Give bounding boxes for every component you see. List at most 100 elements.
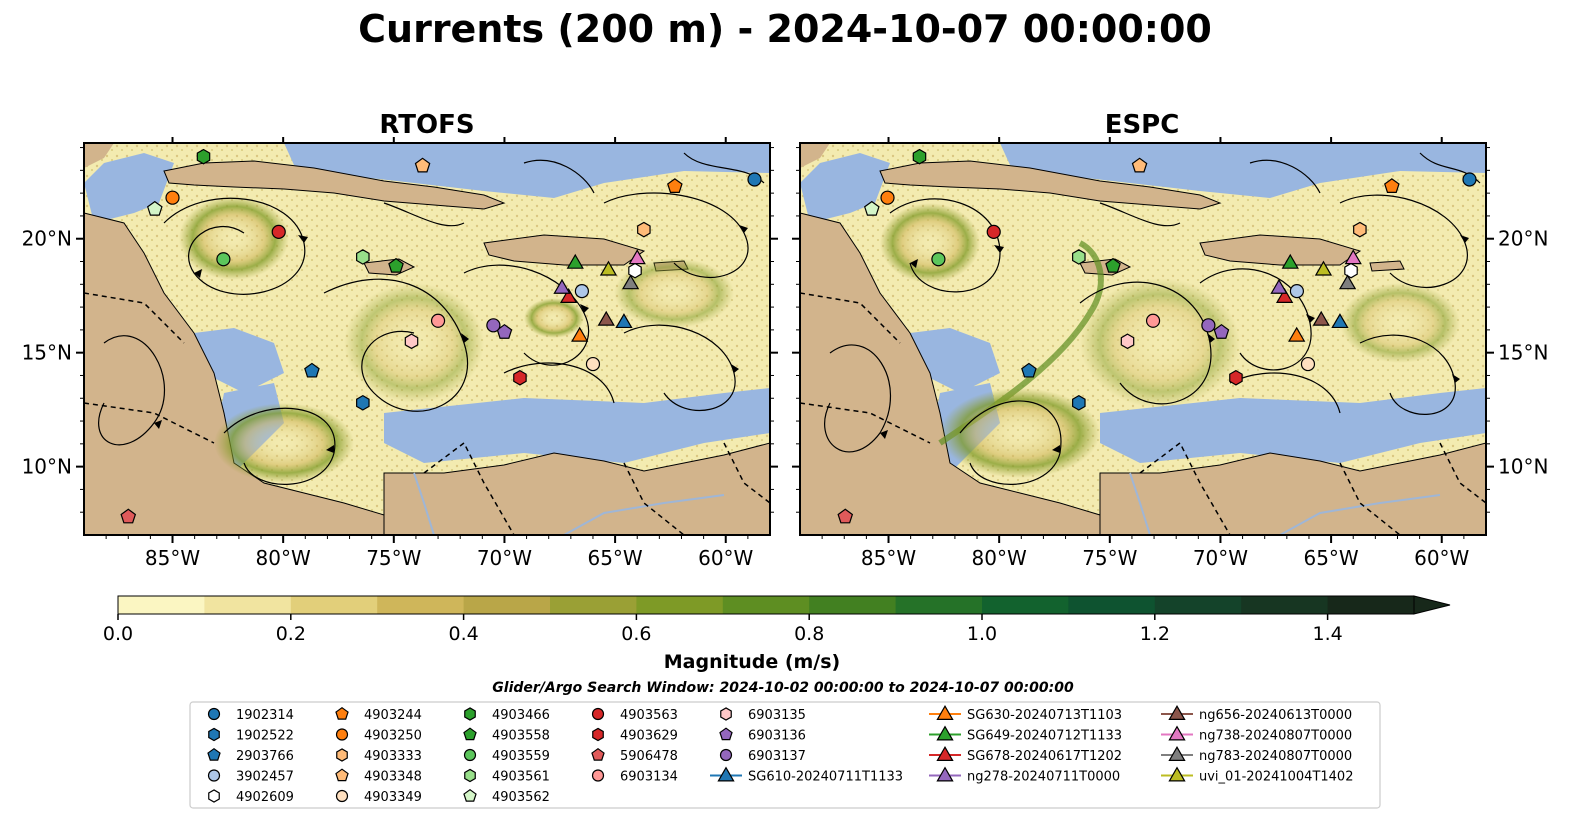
legend-marker (208, 789, 220, 803)
station-marker-ng783-20240807T0000 (1338, 274, 1357, 290)
station-marker-4903348 (1131, 157, 1148, 173)
station-marker-6903136 (1213, 323, 1230, 339)
station-marker-4902609 (1344, 262, 1358, 279)
legend-label: 4903250 (364, 729, 422, 744)
map-layers-espc (800, 143, 1486, 535)
lon-tick-label: 75°W (366, 546, 421, 570)
map-panel-espc: ESPC (792, 110, 1548, 570)
legend-label: SG678-20240617T1202 (967, 749, 1122, 764)
legend-label: 4903348 (364, 770, 422, 785)
station-marker-5906478 (120, 508, 137, 524)
station-marker-uvi_01-20241004T1402 (599, 260, 618, 276)
station-marker-2903766 (1021, 362, 1037, 378)
legend-label: 4903244 (364, 708, 422, 723)
shelf-bahamas (1000, 143, 1486, 198)
station-marker-1902314 (1462, 172, 1477, 187)
colorbar-tick-label: 0.4 (448, 623, 478, 645)
colorbar-segment (550, 596, 637, 614)
legend-marker (1168, 746, 1186, 761)
legend-marker (463, 727, 477, 741)
shelf-bahamas (284, 143, 770, 198)
legend-marker (592, 727, 604, 742)
station-marker-uvi_01-20241004T1402 (1314, 260, 1333, 276)
lon-tick-label: 85°W (861, 546, 916, 570)
station-marker-4902609 (628, 262, 642, 279)
legend-marker (464, 768, 476, 783)
legend-label: 2903766 (236, 749, 294, 764)
lat-tick-label: 10°N (22, 455, 72, 479)
colorbar-segment (377, 596, 465, 614)
legend-marker (1168, 705, 1186, 720)
eddy-colombia (214, 403, 354, 483)
legend-label: SG649-20240712T1133 (967, 729, 1122, 744)
station-marker-1902522 (356, 394, 370, 411)
lon-tick-label: 80°W (256, 546, 311, 570)
map-frame-espc (799, 142, 1487, 536)
legend-marker (591, 747, 605, 761)
land-cuba (879, 160, 1222, 210)
legend-label: ng738-20240807T0000 (1199, 729, 1352, 744)
lat-tick-label: 15°N (22, 341, 72, 365)
station-marker-6903137 (486, 318, 501, 333)
station-marker-ng738-20240807T0000 (1344, 249, 1362, 265)
legend-marker (335, 768, 349, 782)
station-marker-4903466 (912, 148, 927, 165)
border-dashed (84, 292, 770, 535)
station-marker-4903250 (165, 190, 180, 205)
legend-marker (463, 788, 477, 802)
station-marker-ng278-20240711T0000 (1270, 278, 1288, 294)
station-marker-4903349 (1300, 356, 1316, 372)
station-marker-ng783-20240807T0000 (621, 274, 640, 290)
map-panel-rtofs: RTOFS (22, 110, 778, 570)
colorbar-ticks: 0.0 0.2 0.4 0.6 0.8 1.0 1.2 1.4 (103, 614, 1343, 645)
eddy-colombia (940, 388, 1100, 478)
station-marker-4903561 (356, 249, 370, 265)
station-marker-SG630-20240713T1103 (1288, 326, 1306, 342)
legend-label: 6903134 (620, 770, 678, 785)
legend-marker (719, 748, 733, 762)
border-dashed (800, 292, 1486, 535)
colorbar-outline (117, 595, 1414, 615)
land-yucatan-top (84, 143, 114, 168)
legend-label: 4903559 (492, 749, 550, 764)
lon-tick-label: 65°W (587, 546, 642, 570)
stream-arrows (154, 225, 748, 453)
station-marker-4903558 (1105, 257, 1121, 273)
station-marker-ng656-20240613T0000 (1312, 310, 1330, 326)
legend-label: 6903137 (748, 749, 806, 764)
station-marker-6903135 (404, 333, 419, 350)
colorbar-segment (895, 596, 983, 614)
colorbar-tick-label: 0.8 (794, 623, 824, 645)
colorbar-segment (1327, 596, 1415, 614)
colorbar: 0.0 0.2 0.4 0.6 0.8 1.0 1.2 1.4 Magnitude (m/s) (103, 595, 1451, 673)
station-marker-4903559 (216, 252, 231, 267)
lon-tick-label: 60°W (1414, 546, 1469, 570)
station-marker-ng278-20240711T0000 (553, 278, 571, 294)
colorbar-segment (204, 596, 292, 614)
legend-marker (591, 769, 605, 782)
legend-label: 3902457 (236, 770, 294, 785)
legend-marker (591, 707, 605, 721)
station-marker-4903244 (1384, 178, 1400, 193)
colorbar-segment (982, 596, 1069, 614)
station-marker-SG610-20240711T1133 (615, 313, 633, 329)
land-hispaniola (483, 234, 646, 266)
eddy-mid (1080, 278, 1240, 408)
station-marker-ng656-20240613T0000 (597, 310, 615, 326)
colorbar-tick-label: 1.2 (1140, 623, 1170, 645)
legend-label: 4903349 (364, 790, 422, 805)
station-marker-3902457 (574, 284, 590, 299)
station-marker-6903135 (1120, 333, 1135, 350)
legend-label: 6903136 (748, 729, 806, 744)
shelf-honduras (194, 328, 284, 393)
axis-ticks-rtofs: 85°W 80°W 75°W 70°W 65°W 60°W 20°N 15°N 10°N (22, 137, 778, 570)
land-puertorico (1369, 260, 1405, 272)
panel-title-espc: ESPC (1105, 110, 1180, 140)
station-marker-3902457 (1289, 284, 1305, 299)
lon-tick-label: 70°W (1193, 546, 1248, 570)
colorbar-tick-label: 0.6 (621, 623, 651, 645)
legend-label: SG610-20240711T1133 (748, 770, 903, 785)
eddy-central (524, 298, 584, 338)
station-marker-SG630-20240713T1103 (571, 326, 589, 342)
station-marker-6903137 (1201, 318, 1216, 333)
